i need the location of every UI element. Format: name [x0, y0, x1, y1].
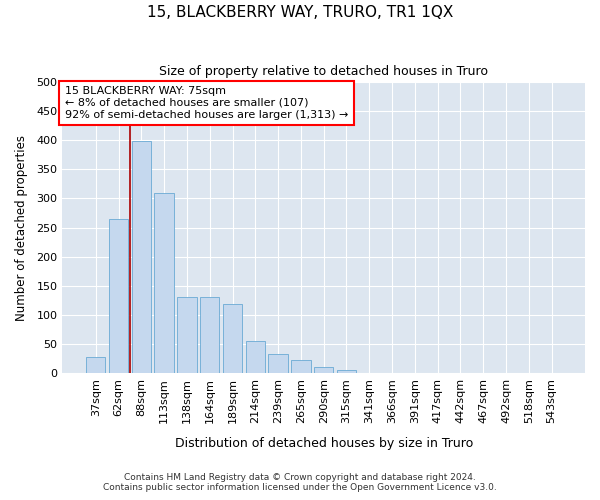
Bar [542, 372, 561, 373]
Y-axis label: Number of detached properties: Number of detached properties [15, 134, 28, 320]
Title: Size of property relative to detached houses in Truro: Size of property relative to detached ho… [159, 65, 488, 78]
Bar [177, 298, 197, 373]
Bar [359, 372, 379, 373]
Bar [200, 298, 220, 373]
Text: Contains HM Land Registry data © Crown copyright and database right 2024.
Contai: Contains HM Land Registry data © Crown c… [103, 473, 497, 492]
Bar [268, 354, 288, 373]
Bar [86, 357, 106, 373]
Bar [223, 304, 242, 373]
Bar [337, 370, 356, 373]
Text: 15 BLACKBERRY WAY: 75sqm
← 8% of detached houses are smaller (107)
92% of semi-d: 15 BLACKBERRY WAY: 75sqm ← 8% of detache… [65, 86, 349, 120]
X-axis label: Distribution of detached houses by size in Truro: Distribution of detached houses by size … [175, 437, 473, 450]
Bar [291, 360, 311, 373]
Bar [109, 219, 128, 373]
Bar [154, 192, 174, 373]
Text: 15, BLACKBERRY WAY, TRURO, TR1 1QX: 15, BLACKBERRY WAY, TRURO, TR1 1QX [147, 5, 453, 20]
Bar [451, 372, 470, 373]
Bar [245, 341, 265, 373]
Bar [382, 372, 402, 373]
Bar [314, 368, 334, 373]
Bar [131, 142, 151, 373]
